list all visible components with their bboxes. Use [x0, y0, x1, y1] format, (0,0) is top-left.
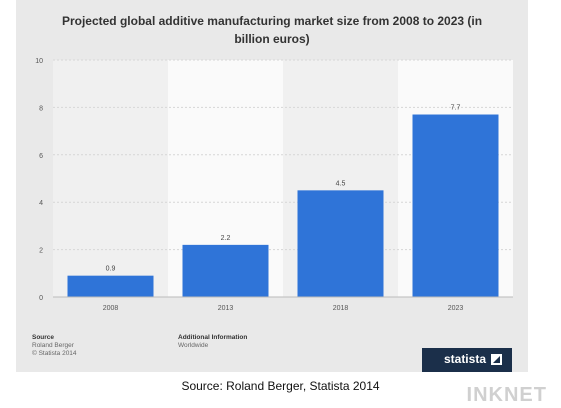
bar: [412, 114, 499, 297]
y-tick-label: 10: [35, 58, 43, 65]
bar: [67, 275, 154, 297]
bar: [182, 244, 269, 297]
x-tick-label: 2008: [103, 305, 119, 312]
y-tick-label: 8: [39, 105, 43, 112]
source-block: Source Roland Berger © Statista 2014: [32, 334, 77, 358]
data-label: 4.5: [336, 180, 346, 187]
data-label: 0.9: [106, 266, 116, 273]
statista-logo: statista: [422, 348, 512, 372]
y-tick-label: 6: [39, 153, 43, 160]
source-heading: Source: [32, 334, 55, 341]
source-line: © Statista 2014: [32, 350, 77, 357]
x-tick-label: 2018: [333, 305, 349, 312]
brand-name: statista: [443, 352, 486, 366]
data-label: 2.2: [221, 235, 231, 242]
source-line: Roland Berger: [32, 342, 74, 349]
data-label: 7.7: [451, 105, 461, 112]
watermark: INKNET: [466, 384, 547, 406]
image-caption: Source: Roland Berger, Statista 2014: [181, 379, 380, 393]
y-tick-label: 0: [39, 295, 43, 302]
info-line: Worldwide: [178, 342, 209, 349]
bar: [297, 190, 384, 297]
y-tick-label: 4: [39, 200, 43, 207]
y-tick-label: 2: [39, 248, 43, 255]
chart-title: Projected global additive manufacturing …: [61, 14, 483, 46]
statista-icon: [491, 354, 502, 365]
bar-chart: 0 2 4 6 8 10 0.9 2008 2.2 2013 4.5 2018 7.7 2023: [35, 58, 513, 312]
info-block: Additional Information Worldwide: [178, 334, 247, 350]
chart-card: Projected global additive manufacturing …: [16, 0, 528, 372]
x-tick-label: 2023: [448, 305, 464, 312]
info-heading: Additional Information: [178, 334, 248, 341]
x-tick-label: 2013: [218, 305, 234, 312]
